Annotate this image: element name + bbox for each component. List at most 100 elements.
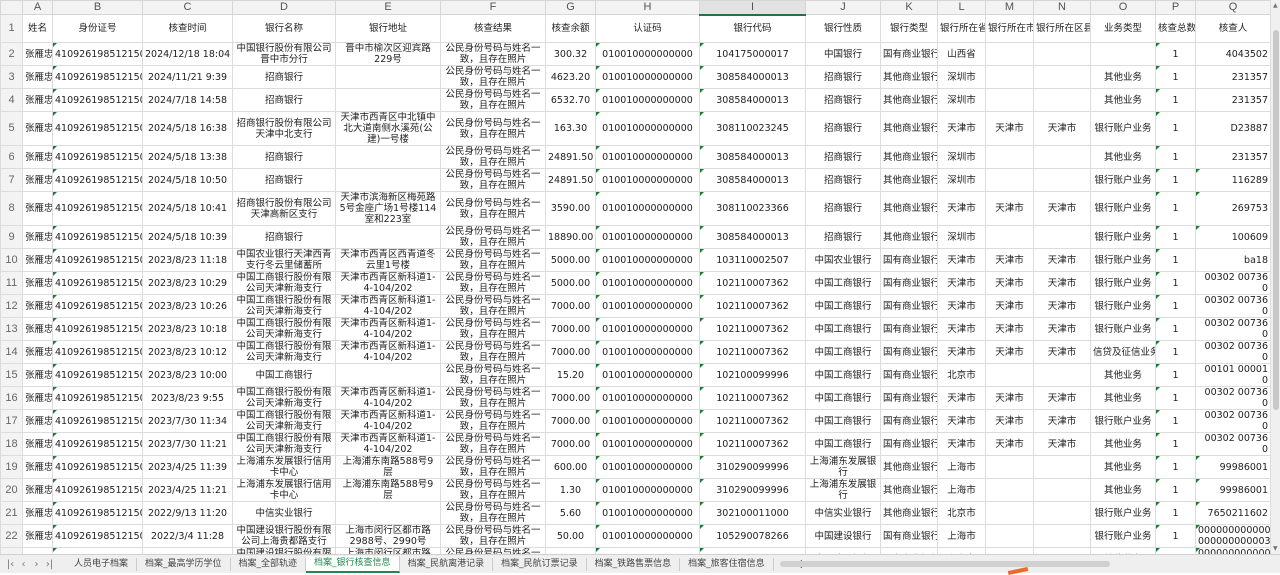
sheet-tab[interactable]: 档案_旅客住宿信息 [680,557,774,571]
cell-N[interactable] [1033,478,1091,502]
cell-D[interactable]: 中国工商银行股份有限公司天津新海支行 [232,409,336,433]
cell-N[interactable]: 天津市 [1033,271,1091,295]
cell-E[interactable]: 天津市西青区新科道1-4-104/202 [335,317,441,341]
cell-A[interactable]: 张雁忠 [22,42,53,66]
cell-C[interactable]: 2024/5/18 10:50 [142,168,233,192]
cell-O[interactable]: 银行账户业务 [1090,225,1156,249]
cell-L[interactable]: 深圳市 [937,145,986,169]
cell-H[interactable]: 010010000000000 [595,225,700,249]
cell-C[interactable]: 2023/8/23 10:18 [142,317,233,341]
header-cell[interactable]: 银行性质 [805,14,881,43]
cell-K[interactable]: 其他商业银行 [880,191,938,226]
cell-I[interactable]: 302100011000 [699,501,806,525]
cell-L[interactable]: 上海市 [937,524,986,548]
cell-I[interactable]: 102110007362 [699,340,806,364]
cell-B[interactable]: 410926198512150412 [52,145,143,169]
cell-Q[interactable]: 00302 00736 0 [1195,386,1270,410]
cell-D[interactable]: 中国农业银行天津西青支行冬云里储蓄所 [232,248,336,272]
header-cell[interactable]: 银行所在省 [937,14,986,43]
cell-B[interactable]: 410926198512150412 [52,168,143,192]
cell-F[interactable]: 公民身份号码与姓名一致，且存在照片 [440,225,546,249]
cell-N[interactable] [1033,524,1091,548]
row-header[interactable]: 20 [0,478,23,502]
cell-N[interactable]: 天津市 [1033,191,1091,226]
cell-E[interactable] [335,168,441,192]
cell-H[interactable]: 010010000000000 [595,65,700,89]
cell-A[interactable]: 张雁忠 [22,65,53,89]
row-header[interactable]: 11 [0,271,23,295]
header-cell[interactable]: 银行代码 [699,14,806,43]
cell-A[interactable]: 张雁忠 [22,340,53,364]
cell-H[interactable]: 010010000000000 [595,501,700,525]
cell-H[interactable]: 010010000000000 [595,386,700,410]
cell-M[interactable] [985,455,1034,479]
cell-E[interactable]: 天津市滨海新区梅苑路5号金座广场1号楼114室和223室 [335,191,441,226]
cell-C[interactable]: 2023/8/23 10:12 [142,340,233,364]
row-header[interactable]: 19 [0,455,23,479]
cell-Q[interactable]: 00302 00736 0 [1195,294,1270,318]
cell-G[interactable]: 6532.70 [545,88,596,112]
cell-E[interactable]: 天津市西青区新科道1-4-104/202 [335,271,441,295]
cell-K[interactable]: 其他商业银行 [880,478,938,502]
header-cell[interactable]: 核查总数 [1155,14,1196,43]
cell-B[interactable]: 410926198512150412 [52,363,143,387]
row-header[interactable]: 17 [0,409,23,433]
row-header[interactable]: 12 [0,294,23,318]
cell-F[interactable]: 公民身份号码与姓名一致，且存在照片 [440,501,546,525]
cell-L[interactable]: 天津市 [937,111,986,146]
header-cell[interactable]: 姓名 [22,14,53,43]
cell-H[interactable]: 010010000000000 [595,145,700,169]
cell-F[interactable]: 公民身份号码与姓名一致，且存在照片 [440,294,546,318]
cell-A[interactable]: 张雁忠 [22,145,53,169]
cell-J[interactable]: 上海浦东发展银行 [805,478,881,502]
cell-I[interactable]: 102110007362 [699,409,806,433]
cell-L[interactable]: 天津市 [937,191,986,226]
cell-C[interactable]: 2023/8/23 10:00 [142,363,233,387]
cell-I[interactable]: 310290099996 [699,455,806,479]
cell-O[interactable]: 银行账户业务 [1090,524,1156,548]
cell-H[interactable]: 010010000000000 [595,317,700,341]
column-header-A[interactable]: A [22,0,53,15]
column-header-E[interactable]: E [335,0,441,15]
cell-K[interactable]: 国有商业银行 [880,294,938,318]
cell-E[interactable]: 天津市西青区新科道1-4-104/202 [335,409,441,433]
cell-Q[interactable]: 99986001 [1195,455,1270,479]
cell-C[interactable]: 2024/5/18 10:39 [142,225,233,249]
cell-L[interactable]: 深圳市 [937,225,986,249]
cell-B[interactable]: 410926198512150412 [52,524,143,548]
cell-M[interactable] [985,145,1034,169]
cell-A[interactable]: 张雁忠 [22,248,53,272]
cell-O[interactable]: 银行账户业务 [1090,294,1156,318]
cell-E[interactable] [335,145,441,169]
cell-E[interactable] [335,363,441,387]
cell-I[interactable]: 104175000017 [699,42,806,66]
cell-C[interactable]: 2023/7/30 11:21 [142,432,233,456]
cell-E[interactable]: 天津市西青区新科道1-4-104/202 [335,340,441,364]
vertical-scroll-thumb[interactable] [1273,30,1279,410]
header-cell[interactable]: 认证码 [595,14,700,43]
cell-P[interactable]: 1 [1155,524,1196,548]
row-header[interactable]: 14 [0,340,23,364]
cell-F[interactable]: 公民身份号码与姓名一致，且存在照片 [440,145,546,169]
cell-J[interactable]: 招商银行 [805,168,881,192]
cell-G[interactable]: 7000.00 [545,432,596,456]
cell-M[interactable] [985,65,1034,89]
cell-Q[interactable]: 99986001 [1195,478,1270,502]
cell-H[interactable]: 010010000000000 [595,111,700,146]
cell-Q[interactable]: 00302 00736 0 [1195,409,1270,433]
cell-C[interactable]: 2023/8/23 11:18 [142,248,233,272]
cell-O[interactable]: 银行账户业务 [1090,501,1156,525]
row-header[interactable]: 4 [0,88,23,112]
cell-O[interactable]: 银行账户业务 [1090,248,1156,272]
cell-O[interactable]: 信贷及征信业务 [1090,340,1156,364]
cell-M[interactable] [985,225,1034,249]
cell-C[interactable]: 2024/5/18 16:38 [142,111,233,146]
header-cell[interactable]: 核查人 [1195,14,1270,43]
cell-K[interactable]: 其他商业银行 [880,111,938,146]
cell-A[interactable]: 张雁忠 [22,501,53,525]
cell-M[interactable] [985,501,1034,525]
cell-D[interactable]: 中国银行股份有限公司晋中市分行 [232,42,336,66]
cell-J[interactable]: 中国工商银行 [805,363,881,387]
row-header[interactable]: 22 [0,524,23,548]
